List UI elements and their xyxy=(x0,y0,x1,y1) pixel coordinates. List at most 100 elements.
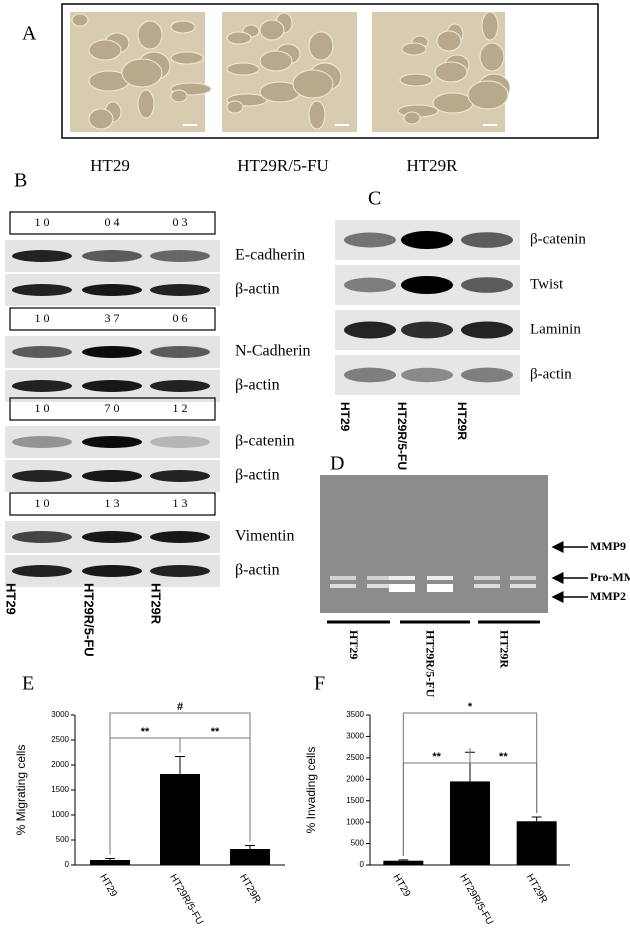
blot-band xyxy=(150,565,210,577)
sample-label: HT29 xyxy=(338,402,352,432)
blot-band xyxy=(12,565,72,577)
cell-cluster xyxy=(467,80,509,110)
gel-band xyxy=(427,584,453,592)
bar xyxy=(230,849,270,865)
x-tick-label: HT29R/5-FU xyxy=(457,872,495,927)
blot-band xyxy=(150,531,210,543)
cell-cluster xyxy=(71,13,89,27)
band-ratio: 1 0 xyxy=(35,311,50,325)
blot-band xyxy=(461,277,513,293)
y-tick-label: 2500 xyxy=(346,753,364,762)
panel-label: F xyxy=(314,673,325,695)
marker-label: MMP9 xyxy=(590,539,626,553)
panel-frame xyxy=(61,3,599,139)
cell-cluster xyxy=(481,11,499,41)
y-tick-label: 1500 xyxy=(346,796,364,805)
x-tick-label: HT29 xyxy=(97,872,119,899)
sample-label: HT29R xyxy=(149,583,164,625)
gel-band xyxy=(330,584,356,588)
blot-label: β-actin xyxy=(530,366,572,382)
sample-label: HT29 xyxy=(347,630,361,659)
cell-cluster xyxy=(170,20,196,34)
blot-label: β-actin xyxy=(235,281,280,298)
blot-label: β-actin xyxy=(235,562,280,579)
x-tick-label: HT29R/5-FU xyxy=(167,872,205,927)
blot-band xyxy=(150,436,210,448)
y-tick-label: 500 xyxy=(56,835,70,844)
significance-bracket xyxy=(402,712,538,856)
blot-band xyxy=(82,531,142,543)
blot-band xyxy=(12,284,72,296)
gel-band xyxy=(427,576,453,580)
y-tick-label: 3000 xyxy=(51,710,69,719)
blot-label: β-catenin xyxy=(235,433,295,450)
band-ratio: 1 3 xyxy=(105,496,120,510)
significance-label: ** xyxy=(499,751,508,763)
blot-band xyxy=(461,321,513,339)
marker-label: MMP2 xyxy=(590,589,626,603)
y-tick-label: 1000 xyxy=(51,810,69,819)
ratio-box xyxy=(9,307,216,331)
blot-band xyxy=(82,565,142,577)
blot-band xyxy=(12,531,72,543)
blot-band xyxy=(401,231,453,249)
cell-cluster xyxy=(434,61,468,83)
error-bar xyxy=(531,816,542,822)
panel-label: E xyxy=(22,673,34,695)
cell-cluster xyxy=(432,92,474,114)
bar xyxy=(450,781,490,865)
blot-band xyxy=(150,346,210,358)
sample-label: HT29R xyxy=(497,630,511,668)
band-ratio: 1 0 xyxy=(35,215,50,229)
blot-band xyxy=(344,232,396,248)
cell-cluster xyxy=(308,100,326,130)
y-tick-label: 500 xyxy=(351,839,365,848)
band-ratio: 1 0 xyxy=(35,496,50,510)
cell-cluster xyxy=(137,20,163,50)
panel-label: D xyxy=(330,453,344,475)
error-bar xyxy=(245,845,255,849)
y-tick-label: 3000 xyxy=(346,732,364,741)
blot-label: β-actin xyxy=(235,377,280,394)
sample-label: HT29R/5-FU xyxy=(423,630,437,698)
gel-band xyxy=(474,576,500,580)
cell-cluster xyxy=(259,19,285,41)
error-bar xyxy=(175,756,185,774)
y-tick-label: 1500 xyxy=(51,785,69,794)
y-axis-label: % Migrating cells xyxy=(14,745,28,836)
x-tick-label: HT29R xyxy=(237,872,262,905)
error-bar xyxy=(105,858,115,860)
cell-cluster xyxy=(259,50,293,72)
blot-band xyxy=(82,436,142,448)
sample-label: HT29 xyxy=(90,156,130,175)
blot-band xyxy=(150,284,210,296)
significance-label: ** xyxy=(141,726,150,738)
y-tick-label: 0 xyxy=(65,860,70,869)
blot-band xyxy=(401,321,453,339)
bar xyxy=(160,774,200,865)
gel-band xyxy=(367,584,393,588)
x-tick-label: HT29R xyxy=(524,872,549,905)
sample-label: HT29R xyxy=(407,156,459,175)
blot-band xyxy=(82,346,142,358)
gel-band xyxy=(330,576,356,580)
blot-band xyxy=(150,380,210,392)
ratio-box xyxy=(9,211,216,235)
blot-band xyxy=(12,250,72,262)
cell-cluster xyxy=(88,108,114,130)
cell-cluster xyxy=(121,58,163,88)
blot-band xyxy=(461,367,513,383)
ratio-box xyxy=(9,492,216,516)
y-tick-label: 2000 xyxy=(51,760,69,769)
bar xyxy=(90,860,130,865)
blot-band xyxy=(401,276,453,294)
blot-band xyxy=(82,470,142,482)
zymogram xyxy=(320,475,548,613)
gel-band xyxy=(510,576,536,580)
gel-band xyxy=(510,584,536,588)
cell-cluster xyxy=(226,31,252,45)
blot-band xyxy=(150,250,210,262)
sample-label: HT29R/5-FU xyxy=(395,402,409,470)
blot-band xyxy=(82,250,142,262)
